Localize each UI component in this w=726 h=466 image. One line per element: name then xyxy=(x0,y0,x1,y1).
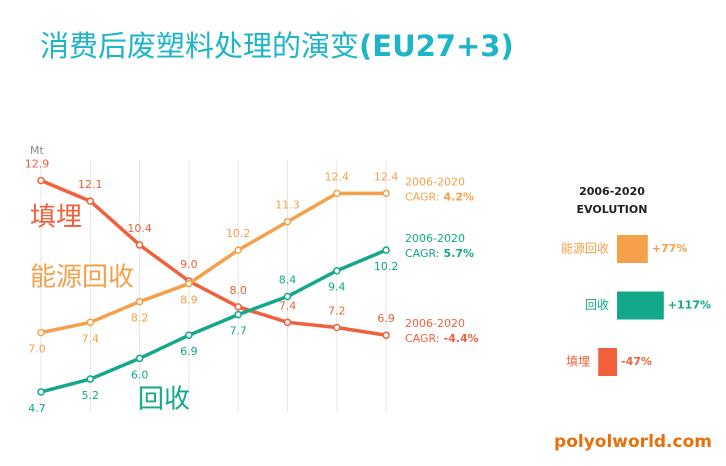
cagr-value: 5.7% xyxy=(444,247,475,260)
value-label: 8.9 xyxy=(180,294,198,307)
value-label: 7.4 xyxy=(82,332,100,345)
point xyxy=(382,331,390,339)
annotation-cagr: CAGR: 4.2% xyxy=(405,190,474,203)
value-label: +77% xyxy=(652,242,688,255)
value-label: +117% xyxy=(668,299,711,312)
value-label: 7.7 xyxy=(229,325,247,338)
point xyxy=(37,328,45,337)
page-title: 消费后废塑料处理的演变(EU27+3) xyxy=(40,29,514,63)
annotation-cagr: CAGR: 5.7% xyxy=(405,247,474,260)
point xyxy=(86,318,95,327)
point xyxy=(86,197,95,205)
point xyxy=(283,292,292,301)
value-label: 8.0 xyxy=(229,284,247,297)
value-label: 10.2 xyxy=(374,260,399,273)
point xyxy=(234,310,242,319)
value-label: 7.0 xyxy=(28,343,46,356)
series-line xyxy=(40,248,387,394)
cagr-value: -4.4% xyxy=(444,332,479,345)
point xyxy=(234,303,242,311)
cagr-prefix: CAGR: xyxy=(405,332,440,345)
annotation-cagr: CAGR: -4.4% xyxy=(405,332,479,345)
series-line xyxy=(40,178,387,337)
point xyxy=(37,388,45,396)
value-label: 4.7 xyxy=(28,402,46,415)
bar-title: 2006-2020 xyxy=(579,185,645,198)
point xyxy=(333,323,341,332)
point xyxy=(333,189,341,198)
point xyxy=(283,217,292,226)
value-label: 12.4 xyxy=(374,170,399,183)
value-label: 8.2 xyxy=(131,312,149,325)
series-name: 回收 xyxy=(138,385,190,415)
point xyxy=(382,246,390,254)
value-label: 12.4 xyxy=(325,170,350,183)
value-label: 5.2 xyxy=(82,389,100,402)
series-name: 填埋 xyxy=(30,203,82,233)
value-label: 12.1 xyxy=(78,178,103,191)
value-label: 7.4 xyxy=(279,299,297,312)
value-label: 10.4 xyxy=(127,222,152,235)
annotation-period: 2006-2020 xyxy=(405,175,465,188)
annotation-period: 2006-2020 xyxy=(405,232,465,245)
cagr-value: 4.2% xyxy=(444,190,475,203)
bar-title: EVOLUTION xyxy=(577,203,648,216)
point xyxy=(283,318,292,327)
bar xyxy=(617,291,664,320)
cagr-prefix: CAGR: xyxy=(405,190,440,203)
value-label: 6.9 xyxy=(377,312,395,325)
title-main: 消费后废塑料处理的演变 xyxy=(40,29,359,63)
point xyxy=(234,246,242,254)
category-label: 能源回收 xyxy=(561,242,609,256)
value-label: -47% xyxy=(621,355,652,368)
point xyxy=(135,297,144,306)
point xyxy=(333,266,341,275)
value-label: 7.2 xyxy=(328,304,346,317)
category-label: 填埋 xyxy=(566,355,590,369)
value-label: 10.2 xyxy=(226,227,251,240)
point xyxy=(135,241,144,249)
value-label: 8.4 xyxy=(279,274,297,287)
point xyxy=(185,279,193,288)
value-label: 12.9 xyxy=(25,157,50,170)
bar xyxy=(598,348,617,376)
title-suffix: (EU27+3) xyxy=(359,29,514,63)
series-line xyxy=(40,191,387,335)
point xyxy=(135,354,144,363)
value-label: 6.0 xyxy=(131,368,149,381)
category-label: 回收 xyxy=(585,298,609,312)
source: polyolworld.com xyxy=(554,432,712,452)
value-label: 9.0 xyxy=(180,258,198,271)
bar xyxy=(617,235,648,263)
point xyxy=(185,331,193,339)
value-label: 11.3 xyxy=(275,199,300,212)
y-unit: Mt xyxy=(30,144,44,157)
point xyxy=(86,375,95,383)
series-name: 能源回收 xyxy=(30,263,134,293)
cagr-prefix: CAGR: xyxy=(405,247,440,260)
point xyxy=(37,176,45,185)
value-label: 9.4 xyxy=(328,281,346,294)
annotation-period: 2006-2020 xyxy=(405,317,465,330)
value-label: 6.9 xyxy=(180,345,198,358)
point xyxy=(382,189,390,198)
